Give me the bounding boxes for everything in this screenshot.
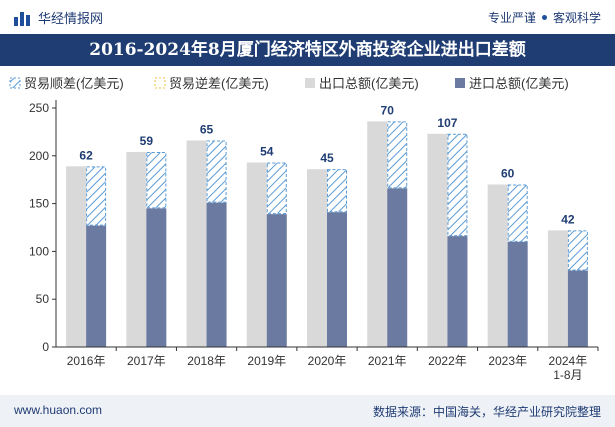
surplus-data-label: 107 <box>437 116 457 130</box>
website-link[interactable]: www.huaon.com <box>14 403 103 417</box>
y-tick-label: 250 <box>29 101 49 115</box>
surplus-bar <box>387 121 408 189</box>
import-bar <box>86 225 107 347</box>
export-bar <box>307 169 327 347</box>
x-tick-label-line: 2021年 <box>368 354 407 368</box>
footer: www.huaon.com 数据来源：中国海关，华经产业研究院整理 <box>0 395 615 427</box>
import-bar <box>387 188 408 347</box>
surplus-data-label: 62 <box>79 148 93 162</box>
surplus-bar <box>447 133 468 237</box>
dot-icon <box>541 15 547 21</box>
legend-swatch-surplus <box>9 77 21 89</box>
x-tick-label-line: 2024年 <box>549 354 588 368</box>
export-bar <box>427 133 448 347</box>
surplus-data-label: 59 <box>140 134 154 148</box>
chart-title: 2016-2024年8月厦门经济特区外商投资企业进出口差额 <box>0 34 615 66</box>
surplus-data-label: 70 <box>381 103 395 117</box>
tagline-left: 专业严谨 <box>487 11 536 25</box>
surplus-data-label: 54 <box>260 144 274 158</box>
x-tick-label-line: 2019年 <box>247 354 286 368</box>
x-tick-label-line: 2022年 <box>428 354 467 368</box>
surplus-data-label: 60 <box>501 166 515 180</box>
x-tick-label: 2020年 <box>308 354 347 368</box>
x-tick-label: 2021年 <box>368 354 407 368</box>
x-tick-label-line: 1-8月 <box>553 368 582 382</box>
import-bar <box>447 236 468 347</box>
surplus-bar <box>86 166 107 226</box>
surplus-bar <box>146 151 167 209</box>
import-bar <box>327 212 347 347</box>
axes: 0 50 100 150 200 250 2016年 2017年 2018年 2019年 2020年… <box>29 100 599 382</box>
y-tick-label: 200 <box>29 149 49 163</box>
x-tick-label-line: 2020年 <box>308 354 347 368</box>
import-bar <box>507 241 528 347</box>
x-tick-label-line: 2016年 <box>67 354 106 368</box>
brand-name: 华经情报网 <box>38 11 104 26</box>
surplus-bar <box>266 162 287 215</box>
x-tick-label: 2016年 <box>67 354 106 368</box>
export-bar <box>547 230 568 347</box>
bar-chart: 贸易顺差(亿美元) 贸易逆差(亿美元) 出口总额(亿美元) 进口总额(亿美元) 62 5… <box>9 76 599 382</box>
surplus-data-label: 65 <box>200 123 214 137</box>
bars: 62 59 65 54 45 70 107 60 42 <box>66 103 588 347</box>
legend-swatch-deficit <box>154 77 166 89</box>
import-bar <box>266 214 287 347</box>
x-tick-label-line: 2018年 <box>187 354 226 368</box>
tagline-right: 客观科学 <box>552 11 601 25</box>
import-bar <box>567 270 588 347</box>
surplus-bar <box>507 184 528 242</box>
surplus-bar <box>567 230 588 271</box>
x-tick-label-line: 2023年 <box>488 354 527 368</box>
legend-label-export: 出口总额(亿美元) <box>319 76 419 91</box>
y-tick-label: 150 <box>29 197 49 211</box>
export-bar <box>66 166 87 347</box>
surplus-bar <box>206 140 227 203</box>
legend-swatch-import <box>455 78 465 88</box>
x-tick-label: 2024年 1-8月 <box>549 354 588 382</box>
legend-swatch-export <box>305 78 315 88</box>
legend-label-deficit: 贸易逆差(亿美元) <box>169 76 269 91</box>
export-bar <box>367 121 388 347</box>
y-tick-label: 0 <box>42 340 49 354</box>
x-tick-label: 2022年 <box>428 354 467 368</box>
chart-legend: 贸易顺差(亿美元) 贸易逆差(亿美元) 出口总额(亿美元) 进口总额(亿美元) <box>9 76 569 91</box>
surplus-data-label: 42 <box>561 212 575 226</box>
tagline: 专业严谨 客观科学 <box>488 9 601 26</box>
export-bar <box>126 151 147 347</box>
legend-label-surplus: 贸易顺差(亿美元) <box>24 76 124 91</box>
surplus-bar <box>327 169 347 213</box>
x-tick-label: 2019年 <box>247 354 286 368</box>
x-tick-label: 2017年 <box>127 354 166 368</box>
export-bar <box>246 162 267 347</box>
surplus-data-label: 45 <box>320 151 334 165</box>
top-bar: 华经情报网 专业严谨 客观科学 <box>0 0 615 34</box>
y-tick-label: 50 <box>36 292 50 306</box>
export-bar <box>186 140 207 347</box>
export-bar <box>487 184 508 347</box>
import-bar <box>206 202 227 347</box>
import-bar <box>146 208 167 347</box>
x-tick-label: 2023年 <box>488 354 527 368</box>
x-tick-label-line: 2017年 <box>127 354 166 368</box>
brand: 华经情报网 <box>14 8 103 27</box>
data-source: 数据来源：中国海关，华经产业研究院整理 <box>372 405 601 419</box>
legend-label-import: 进口总额(亿美元) <box>469 76 569 91</box>
x-tick-label: 2018年 <box>187 354 226 368</box>
brand-logo-icon <box>14 10 32 26</box>
y-tick-label: 100 <box>29 244 49 258</box>
